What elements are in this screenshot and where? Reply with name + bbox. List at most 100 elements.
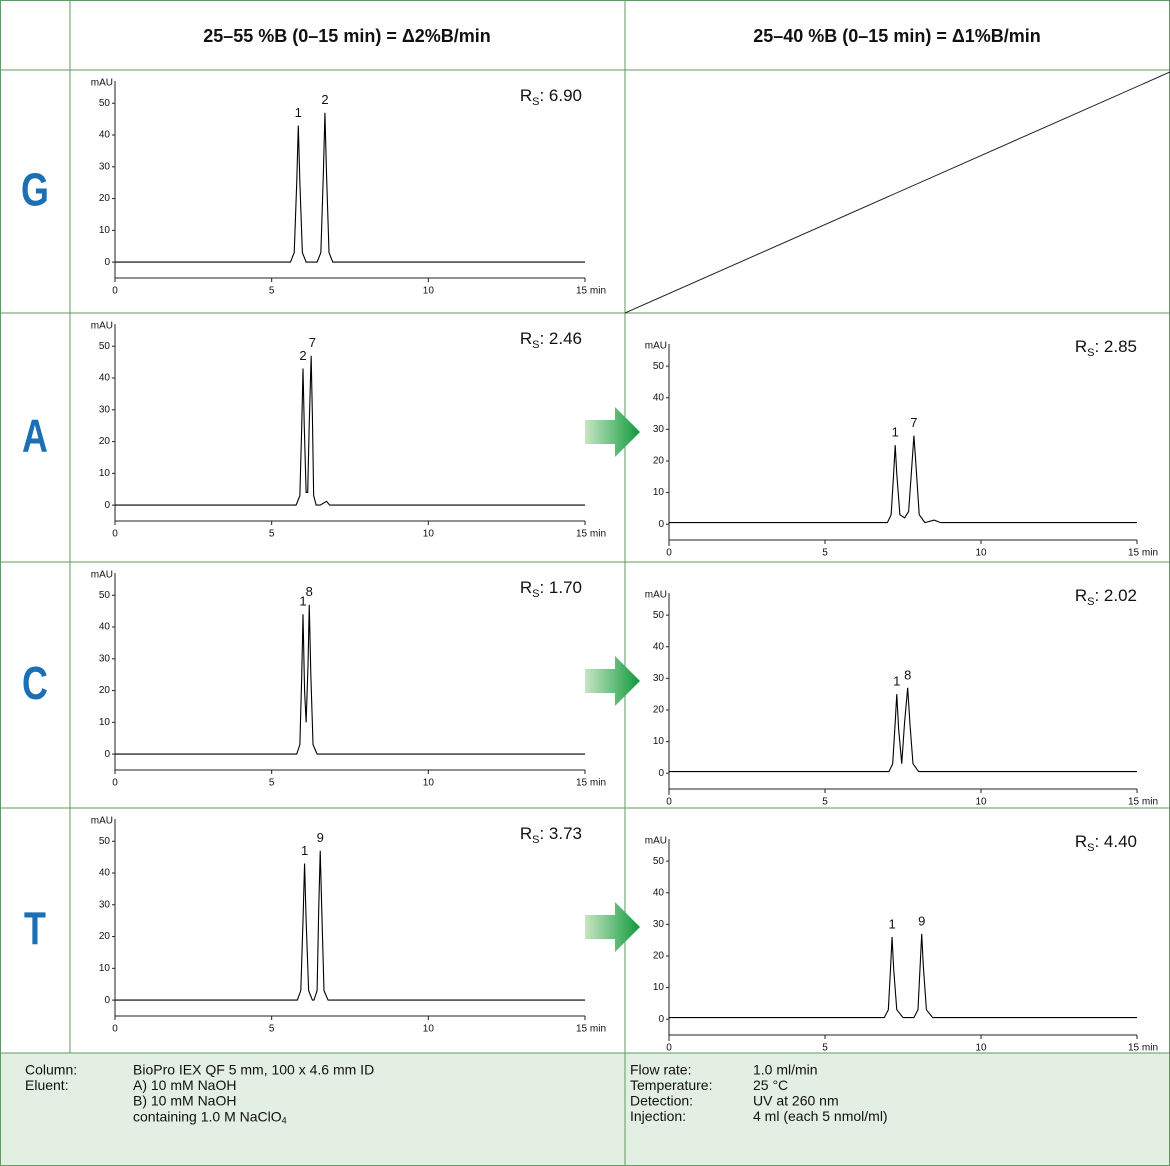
x-tick-label: 5 (269, 286, 275, 297)
resolution-subscript: S (1087, 596, 1094, 608)
y-tick-label: 30 (99, 404, 111, 415)
y-tick-label: 0 (104, 257, 110, 268)
resolution: RS: 2.85 (1075, 337, 1137, 358)
x-tick-label: 5 (822, 1043, 828, 1054)
y-tick-label: 30 (653, 424, 665, 435)
peak-label: 8 (306, 584, 313, 599)
row-label: G (21, 164, 49, 215)
peak-label: 1 (299, 594, 306, 609)
chromatogram-trace (115, 112, 585, 263)
y-axis-label: mAU (91, 321, 113, 332)
footer-value: A) 10 mM NaOH (133, 1077, 236, 1093)
resolution-value: : 2.46 (539, 329, 582, 348)
resolution-value: : 3.73 (539, 824, 582, 843)
y-tick-label: 40 (99, 868, 111, 879)
x-tick-label: 10 (975, 1043, 987, 1054)
resolution: RS: 4.40 (1075, 832, 1137, 853)
row-label: A (22, 410, 48, 461)
peak-label: 9 (918, 913, 925, 928)
footer-value-subscript: 4 (282, 1116, 287, 1126)
x-tick-label: 5 (822, 548, 828, 559)
y-tick-label: 10 (653, 487, 665, 498)
y-tick-label: 0 (104, 995, 110, 1006)
x-tick-label: 10 (975, 548, 987, 559)
x-tick-label: 10 (423, 529, 435, 540)
y-tick-label: 10 (653, 736, 665, 747)
resolution: RS: 1.70 (520, 578, 582, 599)
y-tick-label: 40 (653, 392, 665, 403)
arrow (585, 407, 640, 457)
y-axis-label: mAU (91, 570, 113, 581)
peak-label: 1 (892, 425, 899, 440)
y-tick-label: 0 (658, 1014, 664, 1025)
footer-label: Column: (25, 1062, 77, 1078)
y-tick-label: 10 (99, 963, 111, 974)
x-tick-label: 5 (269, 778, 275, 789)
y-tick-label: 10 (99, 468, 111, 479)
x-tick-label: 0 (112, 778, 118, 789)
chromatogram-trace (115, 604, 585, 755)
resolution-value: : 6.90 (539, 86, 582, 105)
x-tick-label: 0 (666, 1043, 672, 1054)
y-tick-label: 20 (653, 456, 665, 467)
y-tick-label: 50 (99, 98, 111, 109)
resolution-subscript: S (532, 834, 539, 846)
resolution-value: : 4.40 (1094, 832, 1137, 851)
y-tick-label: 0 (658, 519, 664, 530)
resolution-symbol: R (520, 824, 532, 843)
footer-value: 25 °C (753, 1077, 788, 1093)
x-tick-label: 0 (112, 529, 118, 540)
footer-label: Eluent: (25, 1077, 69, 1093)
y-tick-label: 40 (99, 373, 111, 384)
resolution-subscript: S (1087, 842, 1094, 854)
x-tick-label: 15 min (576, 286, 606, 297)
resolution: RS: 6.90 (520, 86, 582, 107)
arrow (585, 656, 640, 706)
resolution-subscript: S (532, 339, 539, 351)
y-tick-label: 50 (99, 836, 111, 847)
chromatogram-trace (115, 355, 585, 506)
footer-label: Flow rate: (630, 1062, 691, 1078)
peak-label: 1 (301, 843, 308, 858)
resolution: RS: 3.73 (520, 824, 582, 845)
resolution-symbol: R (520, 86, 532, 105)
y-tick-label: 40 (99, 622, 111, 633)
x-tick-label: 0 (666, 797, 672, 808)
resolution-symbol: R (520, 329, 532, 348)
arrow (585, 902, 640, 952)
footer-value: 1.0 ml/min (753, 1062, 818, 1078)
y-tick-label: 0 (104, 500, 110, 511)
x-tick-label: 15 min (1128, 548, 1158, 559)
peak-label: 1 (295, 105, 302, 120)
peak-label: 7 (910, 415, 917, 430)
peak-label: 1 (888, 916, 895, 931)
footer-label: Injection: (630, 1108, 686, 1124)
resolution-value: : 2.85 (1094, 337, 1137, 356)
x-tick-label: 15 min (576, 529, 606, 540)
y-tick-label: 30 (99, 899, 111, 910)
column-header: 25–55 %B (0–15 min) = Δ2%B/min (203, 26, 491, 46)
column-header: 25–40 %B (0–15 min) = Δ1%B/min (753, 26, 1041, 46)
footer-label: Detection: (630, 1093, 693, 1109)
y-tick-label: 50 (99, 590, 111, 601)
footer-value: 4 ml (each 5 nmol/ml) (753, 1108, 888, 1124)
y-tick-label: 0 (658, 768, 664, 779)
y-tick-label: 50 (99, 341, 111, 352)
chromatogram-trace (669, 933, 1137, 1019)
x-tick-label: 0 (112, 286, 118, 297)
footer-value: UV at 260 nm (753, 1093, 839, 1109)
x-tick-label: 15 min (1128, 1043, 1158, 1054)
y-tick-label: 20 (99, 931, 111, 942)
y-tick-label: 10 (653, 982, 665, 993)
y-tick-label: 20 (99, 193, 111, 204)
footer-value: B) 10 mM NaOH (133, 1093, 236, 1109)
y-tick-label: 40 (99, 130, 111, 141)
x-tick-label: 0 (666, 548, 672, 559)
footer-value-text: containing 1.0 M NaClO (133, 1108, 282, 1124)
y-axis-label: mAU (91, 78, 113, 89)
y-tick-label: 50 (653, 856, 665, 867)
y-tick-label: 10 (99, 225, 111, 236)
y-tick-label: 40 (653, 887, 665, 898)
y-tick-label: 10 (99, 717, 111, 728)
